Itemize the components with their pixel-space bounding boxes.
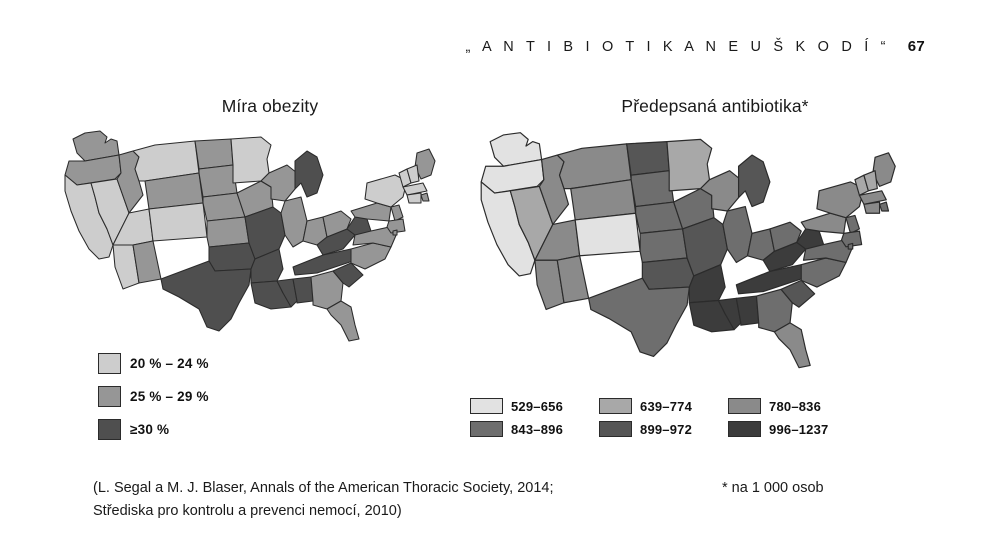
figure-panel-antibiotics: Předepsaná antibiotika*: [470, 96, 940, 374]
source-line-1: (L. Segal a M. J. Blaser, Annals of the …: [93, 480, 554, 496]
state-ri: [878, 201, 890, 212]
legend-item-antibiotics-4: 843–896: [470, 421, 563, 437]
state-ok: [641, 257, 695, 290]
state-tx: [160, 260, 252, 332]
figure-panel-obesity: Míra obezity: [55, 96, 475, 347]
legend-label: ≥30 %: [130, 422, 170, 437]
state-oh: [769, 221, 802, 252]
state-nc: [350, 242, 392, 270]
state-nj: [845, 214, 861, 234]
legend-swatch: [728, 421, 762, 437]
state-wa: [489, 132, 543, 167]
state-az: [112, 244, 140, 290]
state-al: [735, 295, 760, 326]
state-va: [352, 226, 398, 248]
legend-label: 639–774: [640, 398, 693, 414]
legend-item-antibiotics-2: 639–774: [599, 398, 692, 414]
state-mo: [244, 206, 286, 260]
state-mi: [737, 154, 771, 208]
state-va: [802, 239, 854, 264]
state-ks: [639, 228, 688, 264]
legend-swatch: [470, 398, 503, 414]
source-citation: (L. Segal a M. J. Blaser, Annals of the …: [93, 477, 553, 523]
state-md: [840, 230, 863, 248]
choropleth-map-obesity: [55, 117, 475, 347]
legend-swatch: [728, 398, 762, 414]
state-nd: [626, 141, 670, 176]
source-line-2: Střediska pro kontrolu a prevenci nemocí…: [93, 502, 402, 519]
legend-obesity: 20 % – 24 % 25 % – 29 % ≥30 %: [98, 353, 209, 452]
state-ri: [420, 192, 430, 202]
legend-label: 780–836: [769, 398, 822, 414]
map-title-antibiotics: Předepsaná antibiotika*: [621, 96, 809, 116]
legend-item-obesity-1: 20 % – 24 %: [98, 353, 209, 374]
state-tx: [588, 277, 690, 358]
legend-grid: 529–656 639–774 780–836 843–896 899–972 996–1…: [470, 398, 828, 437]
page-header: „ A N T I B I O T I K A N E U Š K O D Í …: [466, 38, 925, 55]
state-oh: [322, 210, 352, 238]
state-mn: [666, 138, 713, 192]
legend-label: 843–896: [511, 421, 564, 437]
state-wa: [72, 130, 120, 162]
legend-label: 899–972: [640, 421, 693, 437]
legend-label: 20 % – 24 %: [130, 356, 209, 371]
state-fl: [773, 322, 811, 369]
legend-item-antibiotics-6: 996–1237: [728, 421, 828, 437]
state-co: [148, 202, 208, 242]
state-nd: [194, 138, 234, 170]
state-sd: [630, 170, 675, 208]
legend-swatch: [98, 353, 121, 374]
state-mn: [230, 136, 272, 184]
state-ks: [206, 216, 250, 248]
legend-swatch: [599, 421, 633, 437]
legend-swatch: [98, 419, 121, 440]
legend-item-antibiotics-5: 899–972: [599, 421, 692, 437]
state-nh: [406, 164, 420, 184]
state-ct: [406, 192, 422, 204]
legend-swatch: [98, 386, 121, 407]
state-ok: [208, 242, 256, 272]
state-sc: [780, 279, 816, 308]
legend-item-antibiotics-3: 780–836: [728, 398, 828, 414]
state-fl: [326, 300, 360, 342]
legend-item-obesity-2: 25 % – 29 %: [98, 386, 209, 407]
state-ms: [717, 297, 742, 331]
state-sd: [198, 164, 238, 198]
legend-label: 25 % – 29 %: [130, 389, 209, 404]
state-mo: [682, 217, 728, 277]
legend-swatch: [470, 421, 503, 437]
us-map-svg-antibiotics: [480, 132, 896, 369]
state-nc: [800, 257, 847, 288]
state-dc: [392, 229, 398, 236]
state-md: [386, 218, 406, 234]
state-al: [292, 276, 314, 304]
legend-swatch: [599, 398, 633, 414]
legend-label: 529–656: [511, 398, 564, 414]
state-ct: [863, 201, 881, 214]
legend-item-antibiotics-1: 529–656: [470, 398, 563, 414]
state-ms: [276, 278, 298, 308]
state-az: [534, 259, 565, 311]
state-sc: [332, 262, 364, 288]
state-ma: [402, 182, 428, 196]
legend-label: 996–1237: [769, 421, 829, 437]
state-mi: [294, 150, 324, 198]
map-title-obesity: Míra obezity: [221, 96, 319, 116]
legend-item-obesity-3: ≥30 %: [98, 419, 209, 440]
state-nh: [863, 170, 878, 192]
state-ny: [816, 181, 865, 219]
legend-antibiotics: 529–656 639–774 780–836 843–896 899–972 996–1…: [470, 398, 828, 437]
state-nj: [390, 204, 404, 222]
page-number: 67: [907, 38, 925, 55]
footnote-per-1000: * na 1 000 osob: [722, 480, 824, 496]
choropleth-map-antibiotics: [470, 117, 940, 374]
page-title: „ A N T I B I O T I K A N E U Š K O D Í …: [465, 39, 890, 55]
state-co: [574, 212, 641, 257]
state-dc: [847, 242, 854, 250]
us-map-svg-obesity: [64, 130, 436, 342]
state-il: [722, 205, 753, 264]
state-ma: [858, 190, 887, 205]
state-ny: [364, 174, 408, 208]
state-il: [280, 196, 308, 248]
